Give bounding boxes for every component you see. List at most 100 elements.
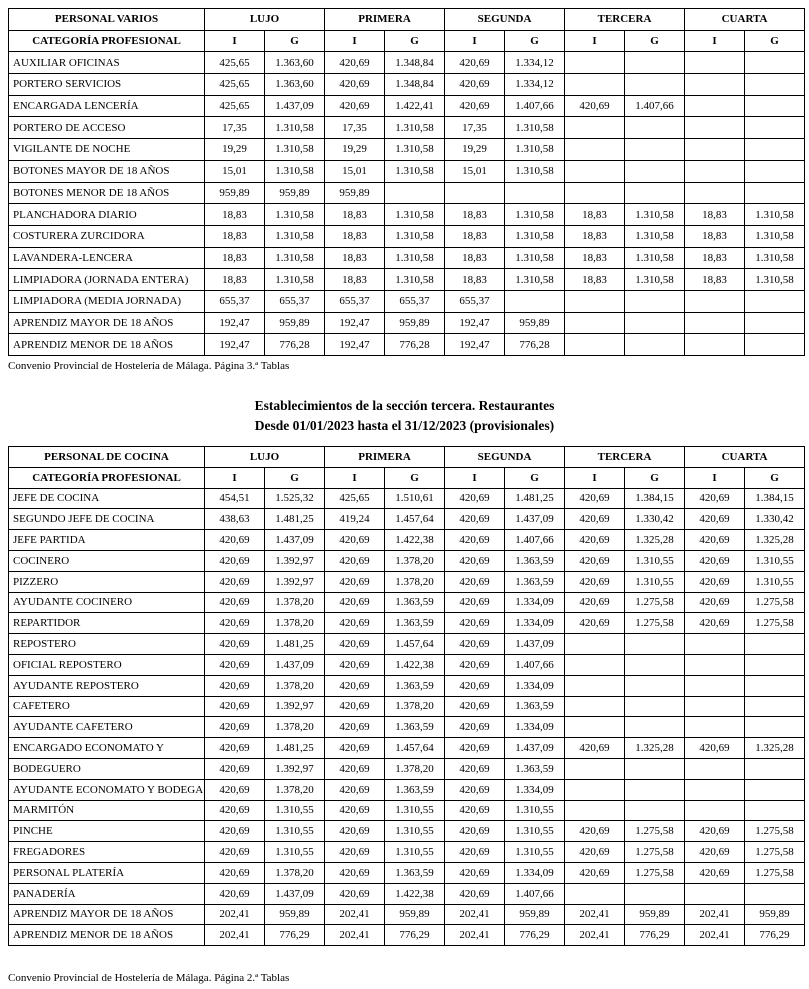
value-cell: 1.310,58 [503, 246, 566, 270]
empty-cell [503, 289, 566, 313]
value-cell: 655,37 [444, 289, 505, 313]
value-cell: 1.348,84 [384, 73, 445, 96]
value-cell: 420,69 [564, 591, 626, 614]
empty-cell [744, 73, 806, 96]
header-cell: I [204, 29, 265, 53]
empty-cell [744, 289, 806, 313]
empty-cell [624, 778, 686, 801]
category-cell: JEFE DE COCINA [8, 487, 205, 510]
value-cell: 1.334,12 [503, 73, 566, 96]
value-cell: 1.310,55 [624, 549, 686, 572]
value-cell: 1.325,28 [744, 529, 806, 551]
value-cell: 15,01 [204, 159, 265, 183]
value-cell: 202,41 [204, 903, 265, 926]
empty-cell [744, 94, 806, 118]
header-cell: LUJO [204, 8, 325, 31]
value-cell: 776,29 [624, 924, 686, 947]
header-row: PERSONAL DE COCINA LUJO PRIMERA SEGUNDA TERC… [8, 446, 806, 468]
value-cell: 420,69 [204, 716, 265, 739]
value-cell: 1.310,55 [264, 799, 325, 822]
value-cell: 1.310,58 [384, 138, 445, 161]
value-cell: 1.378,20 [264, 778, 325, 801]
header-cell: CUARTA [684, 8, 806, 31]
value-cell: 1.310,58 [503, 116, 566, 140]
empty-cell [624, 653, 686, 676]
value-cell: 1.325,28 [624, 529, 686, 551]
value-cell: 420,69 [324, 841, 385, 863]
value-cell: 959,89 [204, 181, 265, 205]
value-cell: 776,28 [384, 333, 445, 356]
value-cell: 1.275,58 [624, 612, 686, 635]
table-row: PLANCHADORA DIARIO 18,83 1.310,58 18,83 1.31… [8, 203, 806, 226]
value-cell: 420,69 [324, 737, 385, 759]
value-cell: 1.437,09 [503, 633, 566, 655]
header-row: CATEGORÍA PROFESIONAL I G I G I G I G I G [8, 29, 806, 53]
category-cell: LIMPIADORA (JORNADA ENTERA) [8, 268, 205, 291]
value-cell: 18,83 [564, 224, 626, 248]
value-cell: 1.310,58 [264, 224, 325, 248]
value-cell: 1.275,58 [744, 820, 806, 843]
value-cell: 419,24 [324, 508, 385, 531]
empty-cell [624, 633, 686, 655]
value-cell: 1.363,59 [503, 570, 566, 593]
table-row: AYUDANTE COCINERO 420,69 1.378,20 420,69 1.3… [8, 591, 806, 614]
value-cell: 420,69 [684, 529, 746, 551]
footer: Convenio Provincial de Hostelería de Mál… [8, 972, 290, 984]
value-cell: 1.378,20 [264, 612, 325, 635]
value-cell: 1.363,59 [384, 778, 445, 801]
category-cell: APRENDIZ MAYOR DE 18 AÑOS [8, 903, 205, 926]
value-cell: 192,47 [324, 333, 385, 356]
value-cell: 1.310,58 [264, 159, 325, 183]
empty-cell [684, 138, 746, 161]
value-cell: 1.334,09 [503, 716, 566, 739]
empty-cell [564, 51, 626, 75]
value-cell: 420,69 [204, 674, 265, 697]
value-cell: 420,69 [444, 51, 505, 75]
empty-cell [744, 695, 806, 718]
empty-cell [744, 51, 806, 75]
value-cell: 15,01 [444, 159, 505, 183]
value-cell: 1.310,55 [744, 570, 806, 593]
category-cell: CAFETERO [8, 695, 205, 718]
value-cell: 420,69 [684, 591, 746, 614]
value-cell: 420,69 [444, 737, 505, 759]
value-cell: 1.310,58 [624, 268, 686, 291]
header-cell: CUARTA [684, 446, 806, 468]
value-cell: 425,65 [324, 487, 385, 510]
value-cell: 420,69 [204, 695, 265, 718]
category-cell: REPARTIDOR [8, 612, 205, 635]
value-cell: 1.310,55 [264, 841, 325, 863]
empty-cell [684, 289, 746, 313]
table-row: SEGUNDO JEFE DE COCINA 438,63 1.481,25 419,… [8, 508, 806, 531]
table-row: REPARTIDOR 420,69 1.378,20 420,69 1.363,59 42… [8, 612, 806, 635]
value-cell: 1.310,55 [384, 841, 445, 863]
header-cell: SEGUNDA [443, 8, 566, 31]
empty-cell [744, 138, 806, 161]
value-cell: 420,69 [324, 882, 385, 905]
value-cell: 1.407,66 [503, 529, 566, 551]
value-cell: 420,69 [204, 882, 265, 905]
value-cell: 202,41 [444, 924, 505, 947]
header-row: PERSONAL VARIOS LUJO PRIMERA SEGUNDA TERCERA… [8, 8, 806, 31]
value-cell: 420,69 [684, 508, 746, 531]
value-cell: 454,51 [204, 487, 265, 510]
value-cell: 1.384,15 [744, 487, 806, 510]
footer: Convenio Provincial de Hostelería de Mál… [8, 360, 290, 372]
value-cell: 1.363,59 [384, 674, 445, 697]
empty-cell [624, 757, 686, 780]
empty-cell [564, 695, 626, 718]
empty-cell [564, 757, 626, 780]
empty-cell [684, 94, 746, 118]
table-row: PANADERÍA 420,69 1.437,09 420,69 1.422,38 420… [8, 882, 806, 905]
header-cell: I [324, 29, 385, 53]
value-cell: 420,69 [444, 487, 505, 510]
empty-cell [744, 181, 806, 205]
empty-cell [684, 159, 746, 183]
empty-cell [444, 181, 505, 205]
value-cell: 192,47 [444, 333, 505, 356]
value-cell: 959,89 [624, 903, 686, 926]
value-cell: 420,69 [564, 861, 626, 884]
value-cell: 1.310,58 [384, 159, 445, 183]
empty-cell [684, 311, 746, 335]
